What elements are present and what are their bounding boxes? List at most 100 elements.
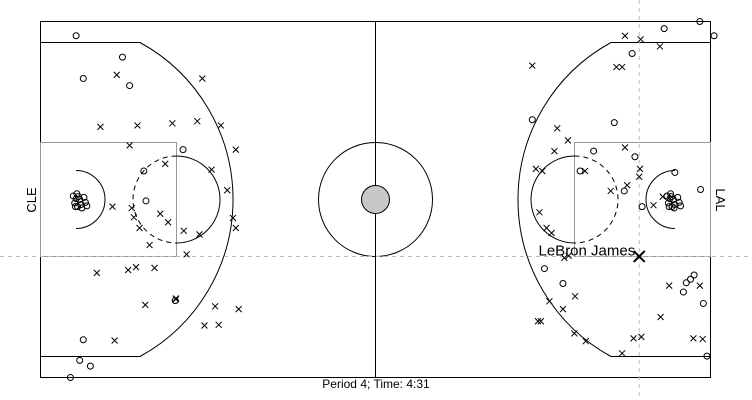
shot-missed-marker xyxy=(232,146,240,154)
shot-made-marker xyxy=(528,116,536,124)
shot-missed-marker xyxy=(201,322,208,329)
shot-missed-marker xyxy=(548,229,555,237)
shot-made-marker xyxy=(682,279,690,287)
shot-made-marker xyxy=(638,203,646,211)
shot-missed-marker xyxy=(208,166,215,173)
shot-missed-marker xyxy=(223,186,231,194)
shot-missed-marker xyxy=(534,317,542,325)
shot-made-marker xyxy=(179,146,187,154)
shot-missed-marker xyxy=(561,254,568,262)
shot-made-marker xyxy=(696,18,704,25)
shot-missed-marker xyxy=(235,305,243,313)
shot-made-marker xyxy=(660,25,668,33)
shot-made-marker xyxy=(81,198,89,206)
shot-missed-marker xyxy=(665,282,673,290)
shot-made-marker xyxy=(620,187,628,195)
shot-missed-marker xyxy=(650,201,657,209)
shot-missed-marker xyxy=(623,181,631,189)
left-free-throw-arc-dashed xyxy=(132,155,177,244)
shot-missed-marker xyxy=(571,330,578,337)
shot-missed-marker xyxy=(211,302,219,310)
shot-made-marker xyxy=(74,203,82,211)
shot-missed-marker xyxy=(607,187,615,195)
shot-missed-marker xyxy=(690,334,697,342)
shot-missed-marker xyxy=(193,117,201,125)
shot-made-marker xyxy=(76,356,84,364)
left-team-label: CLE xyxy=(24,187,39,213)
shot-made-marker xyxy=(83,202,91,210)
shot-missed-marker xyxy=(546,297,553,305)
shot-made-marker xyxy=(610,119,618,127)
shot-missed-marker xyxy=(581,167,589,175)
shot-missed-marker xyxy=(126,142,133,149)
shot-missed-marker xyxy=(113,71,121,79)
shot-missed-marker xyxy=(164,218,172,226)
shot-missed-marker xyxy=(582,337,590,345)
highlight-shot-marker xyxy=(633,250,646,263)
shot-missed-marker xyxy=(536,208,543,216)
shot-made-marker xyxy=(559,280,567,288)
left-paint xyxy=(40,142,177,257)
shot-missed-marker xyxy=(229,214,237,222)
shot-missed-marker xyxy=(136,224,143,232)
shot-missed-marker xyxy=(146,241,153,249)
shot-missed-marker xyxy=(551,147,558,155)
shot-missed-marker xyxy=(696,282,704,290)
shot-made-marker xyxy=(675,198,683,206)
shot-missed-marker xyxy=(618,349,626,357)
shot-missed-marker xyxy=(659,193,667,201)
shot-missed-marker xyxy=(621,32,629,40)
shot-made-marker xyxy=(576,167,584,175)
shot-missed-marker xyxy=(618,63,626,71)
shot-missed-marker xyxy=(656,43,664,50)
shot-made-marker xyxy=(628,50,636,58)
shot-missed-marker xyxy=(109,203,116,210)
shot-missed-marker xyxy=(172,295,180,302)
right-paint xyxy=(574,142,711,257)
shot-made-marker xyxy=(667,190,675,198)
shot-missed-marker xyxy=(565,252,573,260)
shot-missed-marker xyxy=(130,213,138,221)
right-team-label: LAL xyxy=(713,188,728,211)
shot-made-marker xyxy=(665,203,673,211)
shot-missed-marker xyxy=(215,321,223,329)
shot-missed-marker xyxy=(161,160,169,168)
shot-made-marker xyxy=(80,193,88,201)
shot-made-marker xyxy=(140,167,148,175)
shot-made-marker xyxy=(697,186,705,194)
shot-missed-marker xyxy=(532,165,540,173)
shot-marks xyxy=(66,18,718,381)
period-time-caption: Period 4; Time: 4:31 xyxy=(322,377,430,391)
shot-missed-marker xyxy=(638,333,645,341)
shot-made-marker xyxy=(687,275,695,283)
shot-made-marker xyxy=(71,203,79,211)
shot-missed-marker xyxy=(93,269,101,277)
shot-made-marker xyxy=(69,192,77,200)
shot-missed-marker xyxy=(141,301,149,309)
shot-made-marker xyxy=(142,197,150,205)
shot-missed-marker xyxy=(134,122,141,129)
shot-missed-marker xyxy=(636,165,644,173)
highlight-player-label: LeBron James xyxy=(539,242,636,259)
shot-made-marker xyxy=(710,32,718,40)
shot-made-marker xyxy=(118,53,126,61)
shot-missed-marker xyxy=(538,167,546,175)
shot-missed-marker xyxy=(621,144,629,151)
shot-missed-marker xyxy=(528,62,536,69)
shot-made-marker xyxy=(669,196,677,203)
shot-made-marker xyxy=(690,271,698,279)
shot-missed-marker xyxy=(232,224,240,232)
shot-missed-marker xyxy=(635,173,643,181)
shot-made-marker xyxy=(664,199,672,207)
shot-missed-marker xyxy=(180,227,188,235)
shot-missed-marker xyxy=(217,122,225,129)
right-free-throw-arc-dashed xyxy=(574,155,619,244)
shot-missed-marker xyxy=(630,334,637,342)
shot-missed-marker xyxy=(169,119,176,127)
shot-made-marker xyxy=(76,196,84,203)
shot-missed-marker xyxy=(183,250,190,258)
shot-missed-marker xyxy=(571,292,579,300)
left-free-throw-arc xyxy=(176,155,221,244)
shot-missed-marker xyxy=(564,137,572,144)
